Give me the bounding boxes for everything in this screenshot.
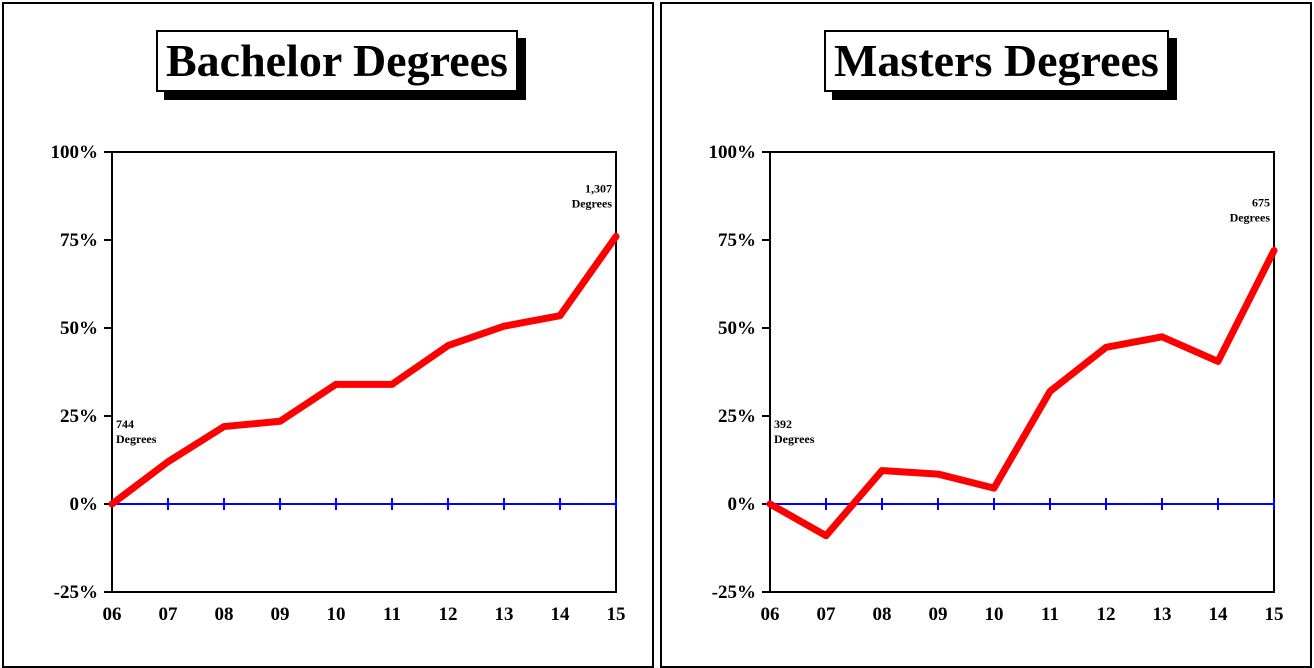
data-point: [279, 420, 281, 422]
data-point: [223, 426, 225, 428]
x-tick-label: 08: [873, 604, 892, 625]
x-tick-label: 10: [985, 604, 1004, 625]
data-point: [993, 487, 995, 489]
y-tick-label: -25%: [54, 582, 98, 603]
y-tick-label: 50%: [60, 318, 98, 339]
x-tick-label: 09: [271, 604, 290, 625]
bachelor-line-chart: -25% 0% 25% 50% 75% 100% 06 07 08 09 10 11 12 13 14 15 7…: [51, 142, 626, 625]
x-tick-label: 14: [551, 604, 571, 625]
data-point: [769, 503, 771, 505]
data-point: [1049, 390, 1051, 392]
x-tick-label: 11: [1041, 604, 1059, 625]
x-tick-label: 14: [1209, 604, 1229, 625]
y-tick-label: -25%: [712, 582, 756, 603]
x-tick-label: 12: [1097, 604, 1116, 625]
data-point: [335, 383, 337, 385]
series-line: [766, 247, 1278, 540]
masters-line-chart: -25% 0% 25% 50% 75% 100% 06 07 08 09 10 11 12 13 14 15 3…: [709, 142, 1284, 625]
x-tick-label: 13: [495, 604, 514, 625]
data-point: [391, 383, 393, 385]
y-tick-label: 75%: [718, 230, 756, 251]
data-point: [1161, 336, 1163, 338]
data-point: [559, 315, 561, 317]
y-tick-label: 25%: [718, 406, 756, 427]
data-annotation: 675: [1252, 196, 1270, 210]
y-tick-label: 50%: [718, 318, 756, 339]
x-tick-label: 15: [607, 604, 626, 625]
data-point: [615, 235, 617, 237]
y-tick-label: 100%: [709, 142, 757, 163]
series-line: [108, 232, 620, 508]
x-tick-label: 15: [1265, 604, 1284, 625]
data-point: [825, 535, 827, 537]
data-annotation: 1,307: [585, 181, 612, 195]
x-tick-label: 07: [159, 604, 179, 625]
y-tick-label: 25%: [60, 406, 98, 427]
data-annotation: 392: [774, 417, 792, 431]
y-tick-label: 0%: [70, 494, 99, 515]
x-tick-label: 11: [383, 604, 401, 625]
y-tick-label: 75%: [60, 230, 98, 251]
data-point: [1217, 360, 1219, 362]
data-point: [447, 345, 449, 347]
x-tick-label: 10: [327, 604, 346, 625]
masters-chart-panel: Masters Degrees -25% 0% 25% 50% 75% 100% 06 07 0…: [660, 2, 1312, 668]
data-annotation: Degrees: [572, 196, 613, 210]
data-annotation: Degrees: [1230, 211, 1271, 225]
data-annotation: Degrees: [774, 432, 815, 446]
data-point: [167, 461, 169, 463]
data-point: [881, 470, 883, 472]
x-tick-label: 12: [439, 604, 458, 625]
x-tick-label: 08: [215, 604, 234, 625]
data-point: [1273, 250, 1275, 252]
data-annotation: Degrees: [116, 432, 157, 446]
y-tick-label: 0%: [728, 494, 757, 515]
plot-area-frame: [111, 151, 617, 593]
x-tick-label: 09: [929, 604, 948, 625]
chart-title: Bachelor Degrees: [156, 30, 518, 92]
data-annotation: 744: [116, 417, 134, 431]
chart-title-frame: Masters Degrees: [824, 30, 1177, 100]
x-tick-label: 13: [1153, 604, 1172, 625]
bachelor-chart-panel: Bachelor Degrees -25% 0% 25% 50% 75% 100% 06 07…: [2, 2, 654, 668]
data-point: [503, 325, 505, 327]
data-point: [937, 473, 939, 475]
data-point: [1105, 346, 1107, 348]
x-tick-label: 06: [103, 604, 122, 625]
data-point: [111, 503, 113, 505]
plot-area-frame: [769, 151, 1275, 593]
y-tick-label: 100%: [51, 142, 99, 163]
x-tick-label: 06: [761, 604, 780, 625]
chart-title: Masters Degrees: [824, 30, 1169, 92]
x-tick-label: 07: [817, 604, 837, 625]
chart-title-frame: Bachelor Degrees: [156, 30, 526, 100]
